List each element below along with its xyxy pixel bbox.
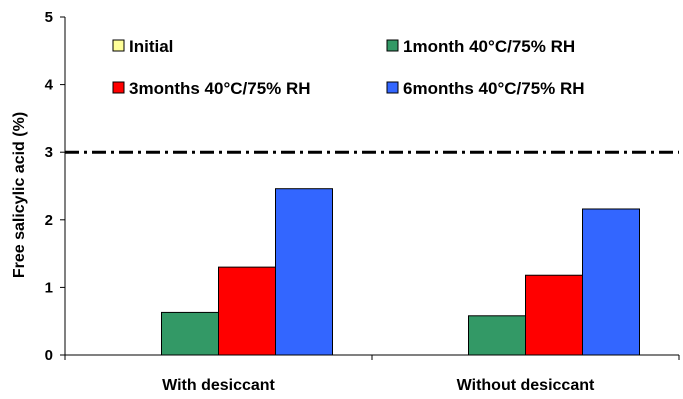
y-tick-label: 3 (45, 144, 53, 161)
legend-label: 6months 40°C/75% RH (403, 79, 585, 98)
bar (582, 208, 640, 356)
legend-label: 3months 40°C/75% RH (129, 79, 311, 98)
legend-swatch (112, 39, 125, 52)
x-tick-label: With desiccant (162, 377, 275, 394)
legend: Initial 1month 40°C/75% RH 3months 40°C/75… (112, 37, 585, 98)
x-tick-label: Without desiccant (457, 377, 595, 394)
y-tick-label: 0 (45, 347, 53, 364)
legend-label: Initial (129, 37, 173, 56)
bars (161, 188, 640, 356)
y-tick-label: 5 (45, 9, 53, 26)
bar (275, 188, 333, 356)
bar (218, 266, 276, 356)
legend-swatch (386, 39, 399, 52)
legend-swatch (386, 81, 399, 94)
y-axis-label: Free salicylic acid (%) (11, 112, 28, 278)
bar (525, 274, 583, 356)
y-tick-label: 4 (45, 77, 54, 94)
legend-swatch (112, 81, 125, 94)
bar (161, 311, 219, 356)
axes: 0 1 2 3 4 5 With desiccant Without desiccant (45, 9, 680, 394)
legend-label: 1month 40°C/75% RH (403, 37, 575, 56)
bar (468, 315, 526, 356)
y-tick-label: 2 (45, 212, 53, 229)
y-tick-label: 1 (45, 279, 53, 296)
